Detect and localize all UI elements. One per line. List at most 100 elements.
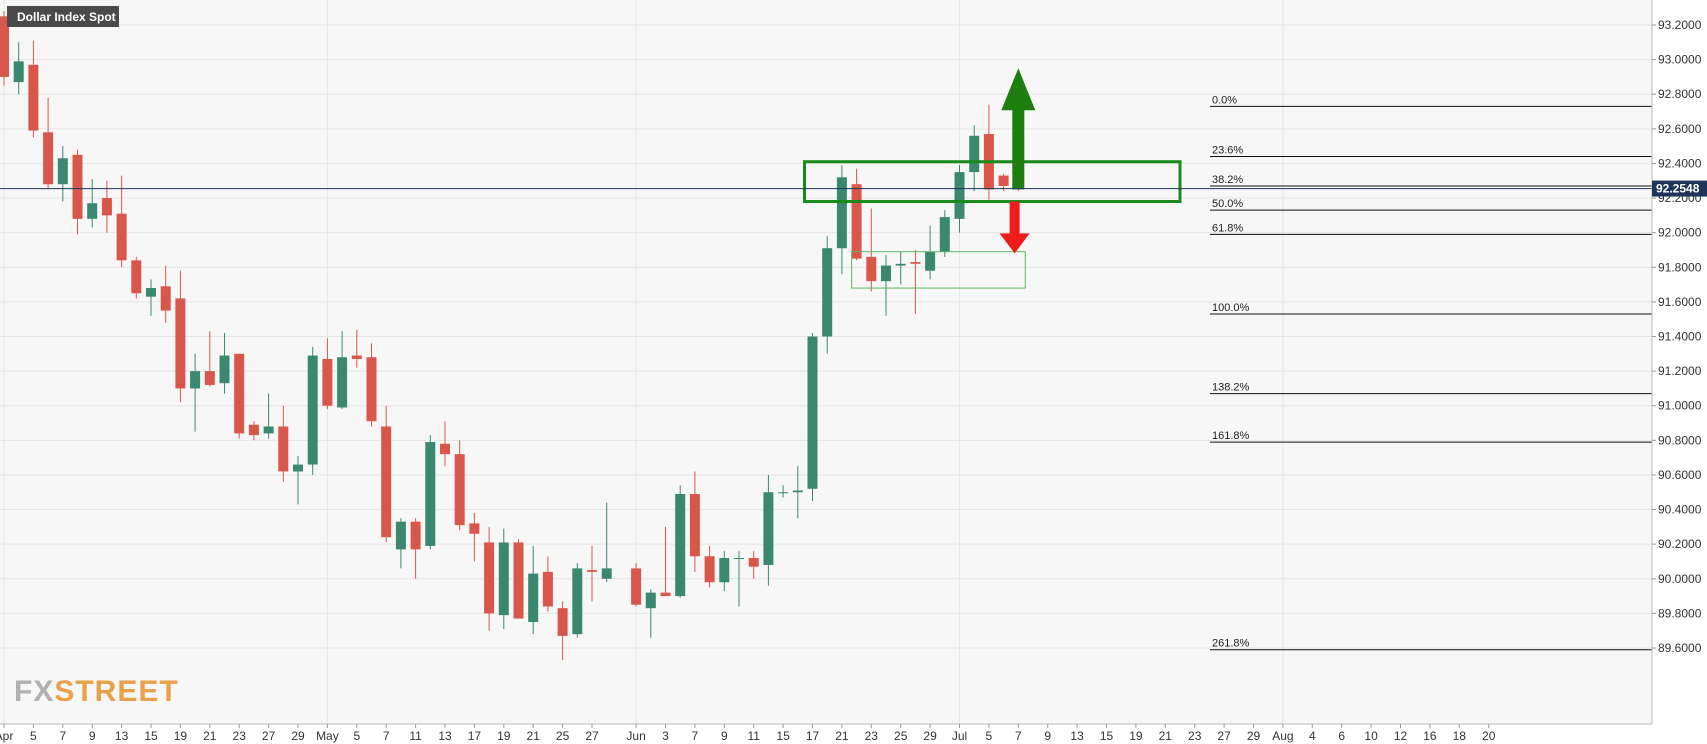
x-tick-label: 27	[262, 729, 276, 743]
x-tick-label: 6	[1338, 729, 1345, 743]
candle-body-down	[910, 262, 921, 264]
x-tick-label: 29	[923, 729, 937, 743]
candle-body-up	[719, 558, 730, 583]
candle-body-down	[998, 175, 1009, 186]
x-tick-label: 15	[144, 729, 158, 743]
x-tick-label: 15	[1100, 729, 1114, 743]
up-arrow-head	[1001, 68, 1036, 111]
candle-body-down	[351, 355, 362, 359]
x-tick-label: 13	[115, 729, 129, 743]
x-tick-label: 21	[835, 729, 849, 743]
x-tick-label: 5	[30, 729, 37, 743]
watermark-street: STREET	[54, 675, 178, 708]
candle-body-down	[322, 358, 333, 406]
candle-body-down	[631, 568, 642, 605]
x-tick-label: 21	[527, 729, 541, 743]
fib-level-label: 261.8%	[1212, 638, 1250, 650]
x-tick-label: 11	[747, 729, 760, 743]
x-tick-label: 13	[1070, 729, 1084, 743]
candle-body-up	[146, 288, 156, 297]
candles	[0, 11, 1024, 661]
plot-area-background	[0, 0, 1652, 724]
candle-body-up	[337, 357, 348, 408]
y-axis-ticks: 93.200093.000092.800092.600092.400092.20…	[1652, 18, 1702, 655]
candle-body-down	[248, 424, 259, 436]
x-tick-label: 19	[174, 729, 188, 743]
y-tick-label: 91.6000	[1658, 295, 1702, 309]
candle-body-up	[822, 248, 833, 337]
fib-level-label: 138.2%	[1212, 382, 1250, 394]
candle-body-down	[557, 608, 568, 636]
x-tick-label: 23	[233, 729, 247, 743]
candle-body-down	[204, 371, 215, 385]
x-tick-label: 23	[865, 729, 879, 743]
candle-body-down	[234, 353, 245, 434]
title-badge: Dollar Index Spot	[7, 6, 119, 27]
candle-body-up	[87, 203, 98, 219]
x-tick-label: Aug	[1272, 729, 1293, 743]
candle-body-up	[395, 521, 406, 550]
candle-body-up	[925, 251, 936, 271]
x-tick-label: 25	[556, 729, 570, 743]
x-tick-label: 25	[894, 729, 908, 743]
candle-body-down	[689, 493, 700, 557]
x-tick-label: 11	[409, 729, 422, 743]
x-tick-label: 20	[1482, 729, 1496, 743]
y-tick-label: 90.8000	[1658, 433, 1702, 447]
candle-body-up	[263, 426, 274, 434]
annotations	[803, 68, 1182, 289]
candle-body-down	[440, 443, 450, 455]
x-tick-label: 27	[585, 729, 599, 743]
consolidation-box	[851, 251, 1026, 289]
candle-body-up	[645, 592, 656, 609]
x-tick-label: 27	[1217, 729, 1231, 743]
candle-body-up	[895, 263, 906, 266]
fib-level-label: 50.0%	[1212, 198, 1243, 210]
candle-body-down	[116, 213, 127, 261]
x-tick-label: Jun	[626, 729, 645, 743]
price-tag-background	[1652, 180, 1707, 197]
grid-lines	[0, 0, 1652, 724]
fib-level-label: 38.2%	[1212, 174, 1243, 186]
chart-title: Dollar Index Spot	[17, 10, 116, 24]
y-tick-label: 92.6000	[1658, 122, 1702, 136]
candle-body-down	[101, 198, 112, 216]
x-tick-label: 19	[1129, 729, 1143, 743]
x-tick-label: 21	[1159, 729, 1173, 743]
x-axis-background	[0, 724, 1707, 744]
candle-body-up	[425, 442, 436, 546]
x-tick-label: 29	[291, 729, 305, 743]
candle-body-down	[587, 570, 597, 572]
down-arrow-shaft	[1009, 201, 1020, 236]
candle-body-down	[0, 16, 9, 77]
candle-body-up	[498, 542, 509, 616]
candle-body-up	[807, 336, 818, 489]
candle-body-down	[381, 426, 392, 538]
candle-body-up	[293, 464, 303, 472]
candle-body-up	[219, 355, 230, 384]
x-tick-label: 23	[1188, 729, 1202, 743]
x-tick-label: 18	[1453, 729, 1467, 743]
candle-body-up	[792, 490, 803, 493]
candle-body-down	[278, 426, 289, 472]
y-tick-label: 90.0000	[1658, 572, 1702, 586]
fib-level-label: 0.0%	[1212, 94, 1237, 106]
candle-body-up	[881, 265, 891, 282]
x-tick-label: Jul	[952, 729, 967, 743]
x-tick-label: 5	[986, 729, 993, 743]
x-tick-label: 10	[1364, 729, 1378, 743]
current-price-tag: 92.2548	[1652, 180, 1707, 197]
x-tick-label: 9	[721, 729, 728, 743]
x-tick-label: 7	[59, 729, 66, 743]
x-tick-label: 15	[776, 729, 790, 743]
candle-body-up	[675, 493, 686, 597]
y-tick-label: 93.2000	[1658, 18, 1702, 32]
up-arrow-shaft	[1012, 108, 1025, 190]
fib-level-label: 23.6%	[1212, 145, 1243, 157]
candle-body-down	[704, 556, 715, 583]
x-tick-label: 17	[468, 729, 482, 743]
y-tick-label: 92.8000	[1658, 87, 1702, 101]
x-tick-label: 3	[662, 729, 669, 743]
y-tick-label: 91.2000	[1658, 364, 1702, 378]
x-tick-label: 7	[692, 729, 699, 743]
